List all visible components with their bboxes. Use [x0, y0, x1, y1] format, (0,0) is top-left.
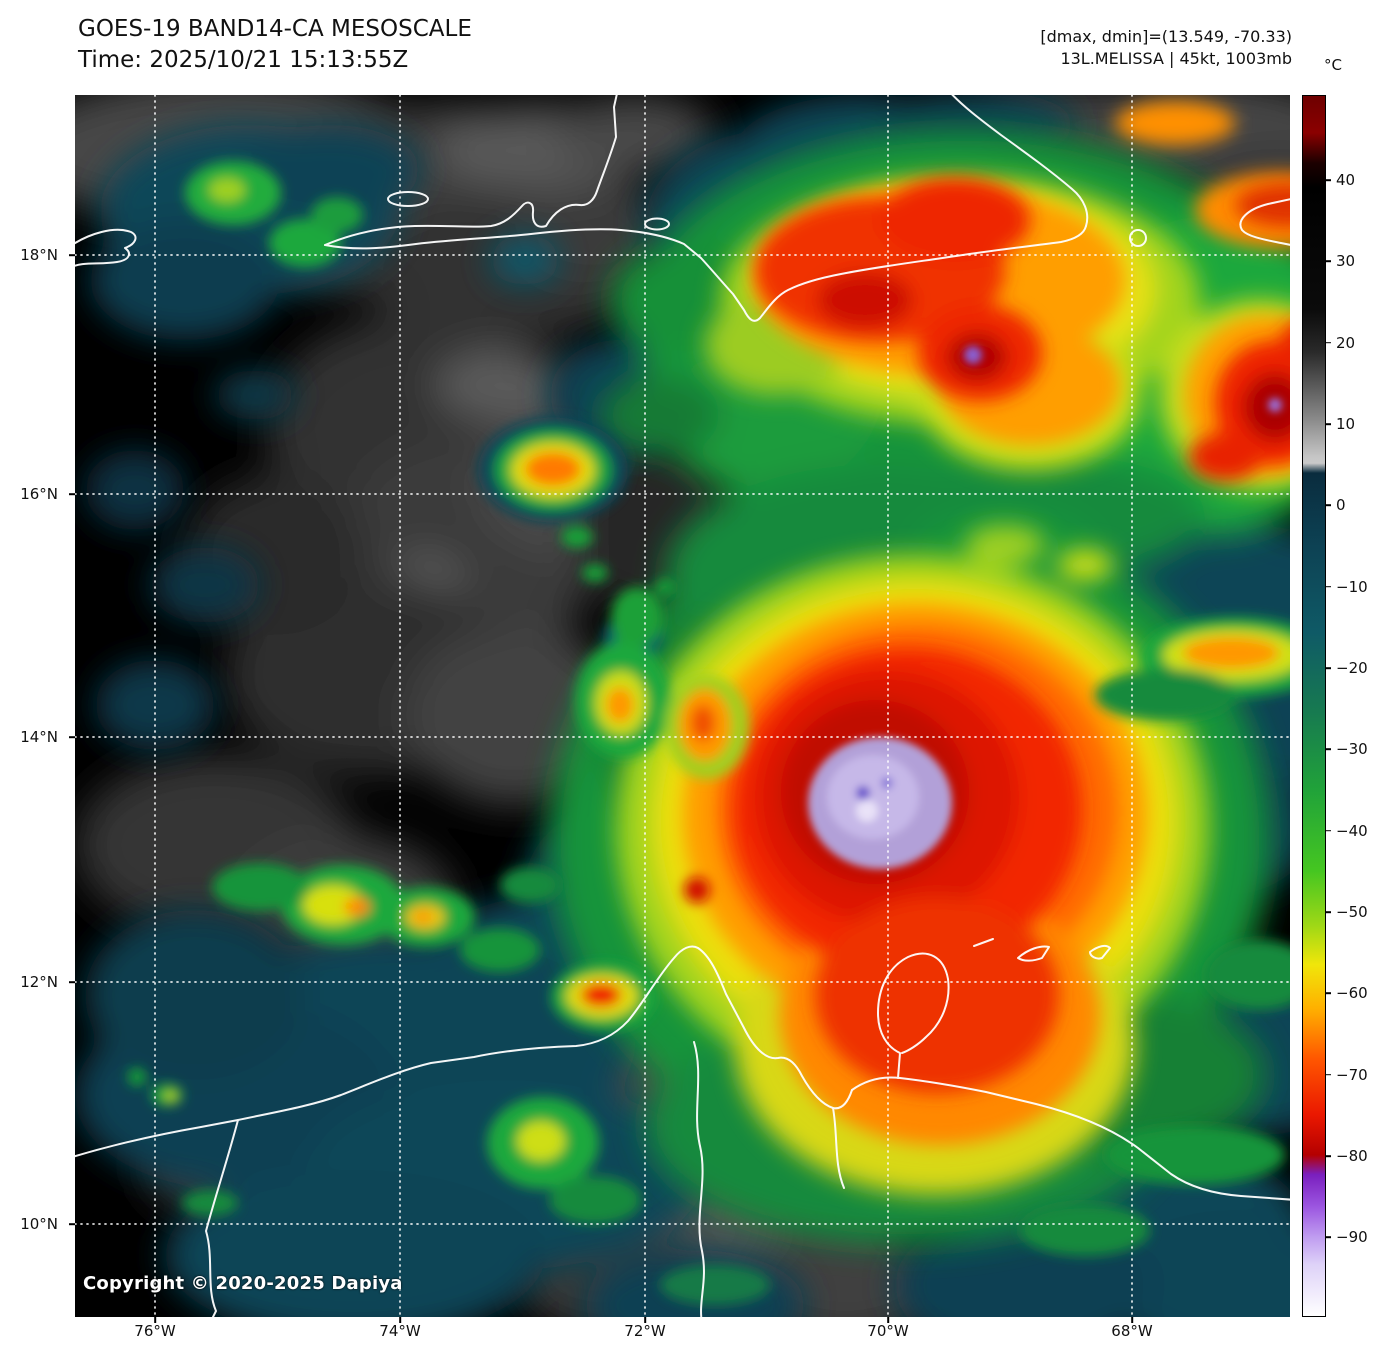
colorbar-tick-mark — [1326, 1236, 1331, 1239]
longitude-label: 68°W — [1111, 1322, 1153, 1340]
latitude-tick — [69, 254, 75, 256]
colorbar-tick-label: −60 — [1336, 984, 1368, 1003]
colorbar-tick-mark — [1326, 260, 1331, 263]
longitude-label: 70°W — [867, 1322, 909, 1340]
colorbar-tick-label: −10 — [1336, 577, 1368, 596]
island-beata — [1129, 229, 1147, 247]
longitude-axis: 76°W 74°W 72°W 70°W 68°W — [0, 1322, 1390, 1352]
island-aruba — [973, 938, 994, 947]
latitude-tick — [69, 981, 75, 983]
colorbar-tick-label: −70 — [1336, 1065, 1368, 1084]
coast-puerto-rico — [1239, 198, 1290, 246]
longitude-label: 76°W — [134, 1322, 176, 1340]
coastlines — [75, 95, 1290, 1317]
colorbar-tick-label: −80 — [1336, 1146, 1368, 1165]
coast-dr-north — [951, 95, 1089, 227]
timestamp: Time: 2025/10/21 15:13:55Z — [78, 47, 409, 73]
colorbar-track — [1302, 95, 1326, 1317]
coast-jamaica — [75, 228, 137, 267]
latitude-axis: 18°N 16°N 14°N 12°N 10°N — [0, 0, 66, 1359]
grid-lines — [75, 95, 1290, 1317]
title-block: GOES-19 BAND14-CA MESOSCALE Time: 2025/1… — [78, 14, 472, 76]
latitude-tick — [69, 493, 75, 495]
longitude-tick — [1131, 1317, 1133, 1323]
page-title: GOES-19 BAND14-CA MESOSCALE — [78, 16, 472, 42]
longitude-tick — [887, 1317, 889, 1323]
colorbar-tick-label: −30 — [1336, 740, 1368, 759]
island-gonave — [387, 191, 429, 207]
longitude-tick — [154, 1317, 156, 1323]
colorbar-tick-mark — [1326, 1155, 1331, 1157]
small-convective-cells — [128, 161, 1290, 1305]
storm-info: 13L.MELISSA | 45kt, 1003mb — [1060, 49, 1292, 68]
annotation-block: [dmax, dmin]=(13.549, -70.33) 13L.MELISS… — [1040, 26, 1292, 70]
dmax-dmin-readout: [dmax, dmin]=(13.549, -70.33) — [1040, 27, 1292, 46]
island-curacao — [1017, 945, 1050, 962]
colorbar-tick-mark — [1326, 667, 1331, 669]
coast-paraguana — [877, 952, 950, 1079]
colorbar-tick-label: −90 — [1336, 1228, 1368, 1247]
colorbar-ticks: 40 30 20 10 0 −10 −20 −30 −40 −50 −60 −70 −80 −90 — [1326, 95, 1386, 1317]
colorbar-tick-mark — [1326, 911, 1331, 913]
colorbar-tick-label: 20 — [1336, 333, 1356, 352]
coast-hispaniola-south — [324, 225, 1087, 322]
longitude-label: 72°W — [624, 1322, 666, 1340]
storm-center-purple — [808, 346, 1282, 869]
longitude-tick — [644, 1317, 646, 1323]
colorbar-tick-mark — [1326, 504, 1331, 507]
colorbar-tick-label: −20 — [1336, 658, 1368, 677]
latitude-tick — [69, 736, 75, 738]
colorbar-tick-mark — [1326, 341, 1331, 344]
colorbar-tick-label: −50 — [1336, 902, 1368, 921]
colorbar-tick-mark — [1326, 179, 1331, 181]
maracaibo-inlet — [832, 1107, 845, 1189]
longitude-label: 74°W — [379, 1322, 421, 1340]
coast-colombia-sw — [205, 1119, 239, 1317]
colorbar-tick-mark — [1326, 829, 1331, 832]
colorbar-tick-mark — [1326, 1073, 1331, 1076]
colorbar-tick-mark — [1326, 992, 1331, 995]
colorbar-tick-label: −40 — [1336, 821, 1368, 840]
latitude-label: 16°N — [20, 485, 58, 503]
latitude-label: 10°N — [20, 1215, 58, 1233]
river-line — [693, 1041, 705, 1317]
coast-haiti-north — [324, 95, 618, 246]
colorbar-tick-label: 10 — [1336, 414, 1356, 433]
colorbar-tick-mark — [1326, 423, 1331, 425]
colorbar-tick-mark — [1326, 585, 1331, 588]
satellite-map: Copyright © 2020-2025 Dapiya — [75, 95, 1290, 1317]
copyright-watermark: Copyright © 2020-2025 Dapiya — [83, 1273, 403, 1294]
colorbar-tick-label: 30 — [1336, 252, 1356, 271]
longitude-tick — [399, 1317, 401, 1323]
latitude-tick — [69, 1223, 75, 1225]
island-bonaire — [1089, 944, 1111, 960]
latitude-label: 12°N — [20, 973, 58, 991]
colorbar-tick-mark — [1326, 748, 1331, 751]
coast-south-america — [75, 945, 853, 1158]
colorbar-tick-label: 0 — [1336, 496, 1346, 515]
island-vache — [644, 217, 670, 231]
latitude-label: 18°N — [20, 246, 58, 264]
satellite-image — [75, 95, 1290, 1317]
latitude-label: 14°N — [20, 728, 58, 746]
colorbar-tick-label: 40 — [1336, 171, 1356, 189]
coast-venezuela — [851, 1076, 1290, 1201]
colorbar-unit-label: °C — [1324, 56, 1342, 74]
